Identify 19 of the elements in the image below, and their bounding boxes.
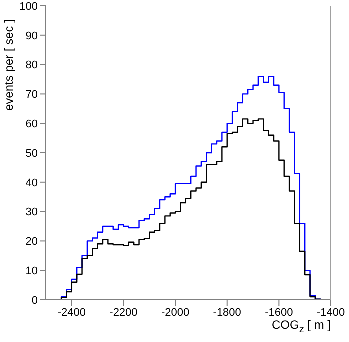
y-tick-label: 10 (26, 266, 38, 278)
y-tick-label: 50 (26, 148, 38, 160)
x-tick-label: -2200 (110, 306, 138, 319)
x-tick-label: -1600 (265, 306, 294, 319)
y-tick-label: 80 (26, 60, 38, 72)
y-tick-label: 40 (26, 177, 38, 190)
x-tick-label: -1800 (213, 306, 242, 319)
y-tick-label: 60 (26, 118, 38, 131)
x-tick-label: -2400 (58, 306, 86, 319)
x-tick-label: -2000 (161, 306, 190, 319)
y-tick-label: 0 (32, 294, 38, 307)
x-axis-title: COG$_{z}$ [ m ] (272, 318, 331, 336)
y-tick-label: 100 (20, 0, 38, 13)
y-tick-label: 20 (26, 236, 38, 248)
y-axis-title: events per [ sec ] (2, 20, 16, 111)
x-tick-label: -1400 (316, 306, 346, 319)
y-tick-label: 70 (26, 89, 38, 102)
y-tick-label: 90 (26, 30, 38, 42)
y-tick-label: 30 (26, 206, 38, 219)
